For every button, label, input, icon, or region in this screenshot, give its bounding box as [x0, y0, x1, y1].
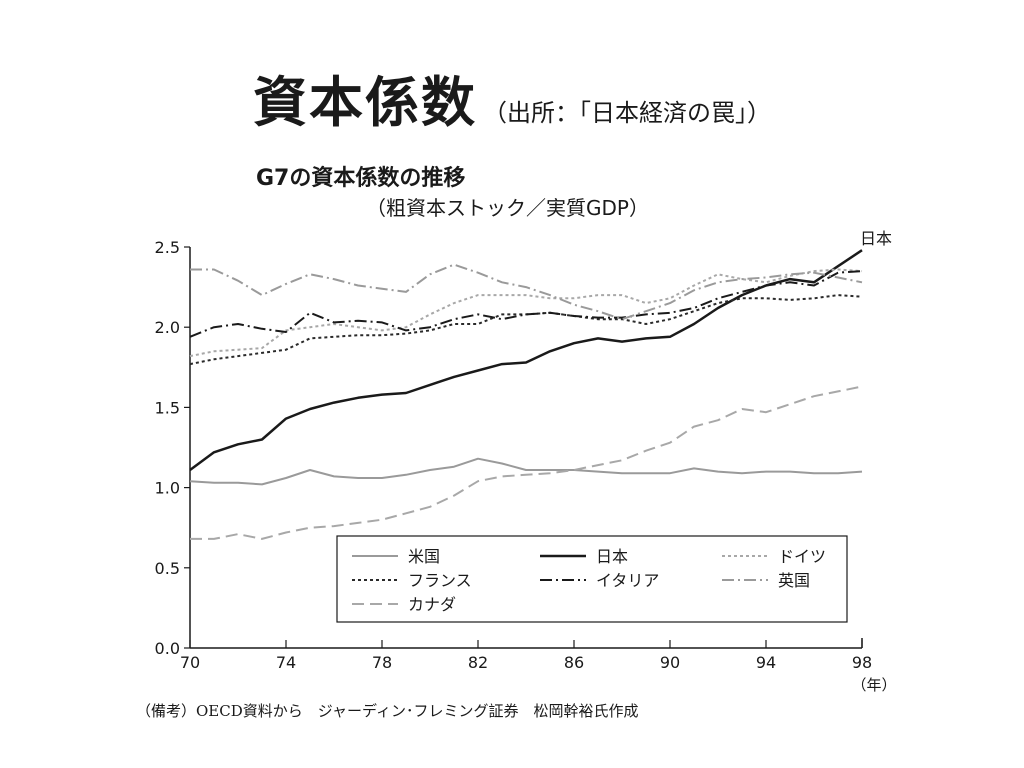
- x-tick-label: 90: [660, 653, 680, 672]
- y-tick-label: 2.0: [155, 318, 180, 337]
- chart-subtitle: （粗資本ストック／実質GDP）: [366, 196, 649, 220]
- series-line: [189, 294, 863, 366]
- footnote: （備考）OECD資料から ジャーディン･フレミング証券 松岡幹裕氏作成: [136, 702, 639, 720]
- y-tick-label: 0.0: [155, 639, 180, 658]
- legend-label: フランス: [408, 571, 472, 590]
- y-tick-label: 2.5: [155, 238, 180, 257]
- x-tick-label: 74: [276, 653, 296, 672]
- slide-title-main: 資本係数: [253, 70, 477, 134]
- y-tick-label: 1.0: [155, 479, 180, 498]
- chart-title: G7の資本係数の推移: [256, 166, 466, 191]
- x-tick-label: 82: [468, 653, 488, 672]
- slide-title-source: （出所：「日本経済の罠」）: [483, 99, 771, 127]
- legend-label: カナダ: [408, 595, 456, 614]
- legend-label: 日本: [596, 547, 628, 566]
- x-tick-label: 86: [564, 653, 584, 672]
- x-axis-label: （年）: [851, 676, 896, 694]
- series-line: [189, 268, 863, 358]
- x-tick-label: 94: [756, 653, 776, 672]
- series-line: [189, 249, 863, 472]
- y-tick-label: 1.5: [155, 398, 180, 417]
- series-annotation: 日本: [860, 229, 892, 248]
- x-tick-label: 70: [180, 653, 200, 672]
- slide-title: 資本係数 （出所：「日本経済の罠」）: [0, 58, 1024, 137]
- legend-label: 米国: [408, 547, 440, 566]
- x-tick-label: 78: [372, 653, 392, 672]
- x-tick-label: 98: [852, 653, 872, 672]
- series-line: [190, 263, 863, 321]
- legend-label: ドイツ: [778, 547, 826, 566]
- legend-label: 英国: [778, 571, 810, 590]
- y-tick-label: 0.5: [155, 559, 180, 578]
- series-line: [189, 457, 863, 486]
- series-line: [189, 270, 863, 338]
- legend-label: イタリア: [596, 571, 659, 590]
- series-line: [190, 385, 863, 540]
